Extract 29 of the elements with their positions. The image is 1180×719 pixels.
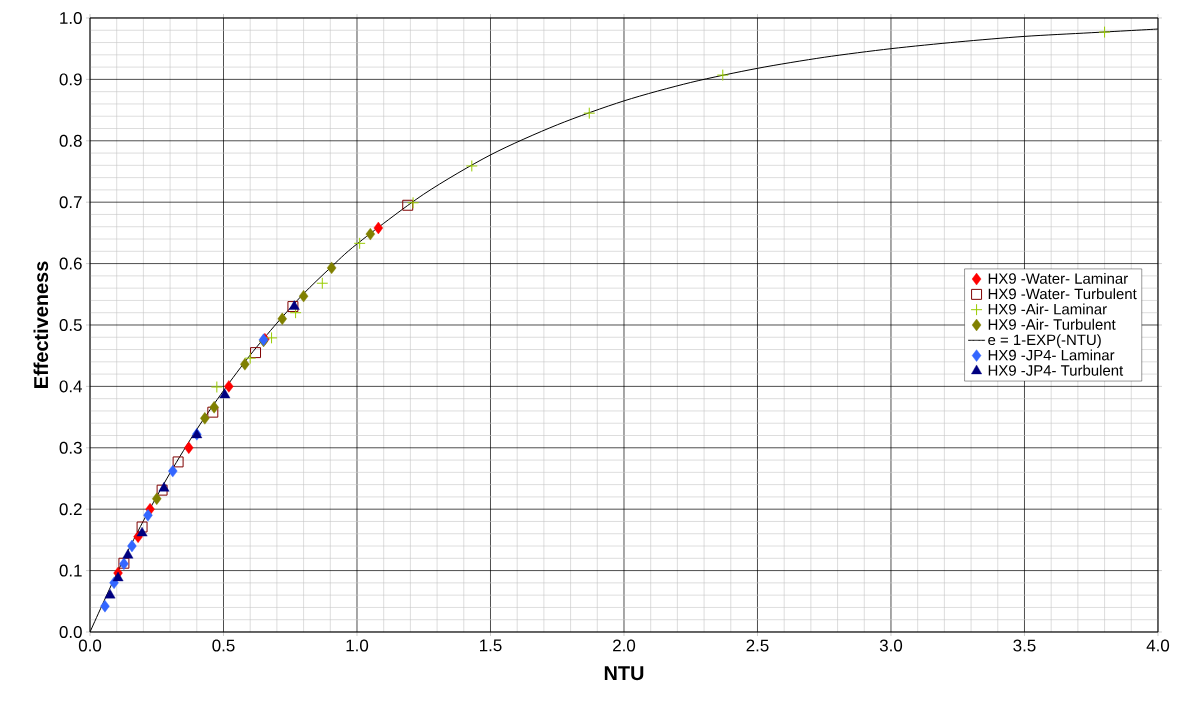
legend-label: HX9 -Air- Turbulent [988, 318, 1116, 330]
y-tick-label: 0.9 [59, 73, 82, 86]
y-tick-label: 1.0 [60, 11, 82, 24]
y-tick-label: 0.1 [59, 564, 82, 577]
x-tick-label: 4.0 [1146, 639, 1170, 652]
y-axis-title: Effectiveness [33, 261, 49, 388]
legend-label: e = 1-EXP(-NTU) [988, 334, 1101, 349]
y-tick-label: 0.5 [59, 318, 82, 331]
x-tick-label: 2.5 [746, 639, 769, 652]
y-tick-label: 0.3 [59, 441, 82, 454]
x-tick-label: 3.0 [879, 639, 903, 652]
x-tick-label: 1.0 [346, 639, 369, 652]
y-tick-label: 0.8 [59, 134, 82, 147]
legend-label: HX9 -Water- Turbulent [988, 288, 1137, 300]
x-tick-label: 2.0 [613, 639, 636, 652]
x-tick-label: 0.0 [78, 639, 102, 652]
x-tick-label: 0.5 [212, 639, 235, 652]
x-tick-label: 3.5 [1013, 639, 1036, 652]
y-tick-label: 0.0 [59, 625, 82, 638]
y-tick-label: 0.6 [59, 257, 82, 270]
legend-label: HX9 -Water- Laminar [988, 272, 1128, 284]
legend-label: HX9 -Air- Laminar [988, 303, 1107, 315]
y-tick-label: 0.7 [59, 196, 82, 209]
y-tick-label: 0.2 [59, 503, 82, 516]
x-tick-label: 1.5 [480, 639, 502, 652]
x-axis-title: NTU [604, 666, 644, 681]
legend-label: HX9 -JP4- Turbulent [988, 364, 1124, 376]
y-tick-label: 0.4 [59, 380, 82, 393]
legend-label: HX9 -JP4- Laminar [988, 349, 1115, 361]
